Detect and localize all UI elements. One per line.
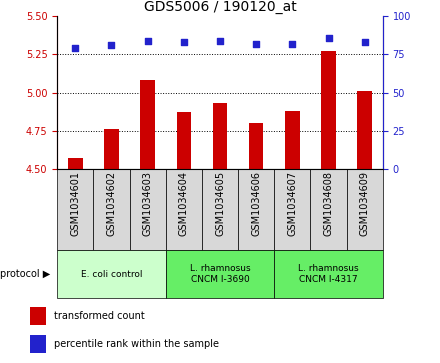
- Bar: [249, 123, 264, 169]
- Point: [216, 38, 224, 44]
- Bar: [57, 250, 166, 298]
- Title: GDS5006 / 190120_at: GDS5006 / 190120_at: [143, 0, 297, 14]
- Text: protocol ▶: protocol ▶: [0, 269, 51, 279]
- Bar: [274, 169, 311, 250]
- Text: GSM1034607: GSM1034607: [287, 171, 297, 236]
- Point: [144, 38, 151, 44]
- Point: [325, 35, 332, 41]
- Bar: [238, 169, 274, 250]
- Point: [289, 41, 296, 47]
- Bar: [57, 169, 93, 250]
- Text: transformed count: transformed count: [54, 311, 144, 321]
- Bar: [166, 169, 202, 250]
- Text: E. coli control: E. coli control: [81, 270, 142, 278]
- Bar: [176, 113, 191, 169]
- Bar: [93, 169, 129, 250]
- Point: [180, 39, 187, 45]
- Point: [72, 45, 79, 51]
- Bar: [68, 158, 83, 169]
- Text: GSM1034606: GSM1034606: [251, 171, 261, 236]
- Point: [361, 39, 368, 45]
- Text: GSM1034604: GSM1034604: [179, 171, 189, 236]
- Point: [253, 41, 260, 47]
- Bar: [30, 335, 46, 353]
- Bar: [285, 111, 300, 169]
- Text: GSM1034603: GSM1034603: [143, 171, 153, 236]
- Bar: [213, 103, 227, 169]
- Bar: [140, 80, 155, 169]
- Bar: [274, 250, 383, 298]
- Bar: [166, 250, 274, 298]
- Text: GSM1034608: GSM1034608: [323, 171, 334, 236]
- Point: [108, 42, 115, 48]
- Text: L. rhamnosus
CNCM I-3690: L. rhamnosus CNCM I-3690: [190, 264, 250, 284]
- Bar: [104, 129, 119, 169]
- Text: GSM1034609: GSM1034609: [360, 171, 370, 236]
- Text: percentile rank within the sample: percentile rank within the sample: [54, 339, 219, 349]
- Bar: [30, 307, 46, 325]
- Text: L. rhamnosus
CNCM I-4317: L. rhamnosus CNCM I-4317: [298, 264, 359, 284]
- Text: GSM1034605: GSM1034605: [215, 171, 225, 236]
- Bar: [129, 169, 166, 250]
- Bar: [321, 52, 336, 169]
- Bar: [202, 169, 238, 250]
- Bar: [347, 169, 383, 250]
- Text: GSM1034601: GSM1034601: [70, 171, 80, 236]
- Text: GSM1034602: GSM1034602: [106, 171, 117, 236]
- Bar: [357, 91, 372, 169]
- Bar: [311, 169, 347, 250]
